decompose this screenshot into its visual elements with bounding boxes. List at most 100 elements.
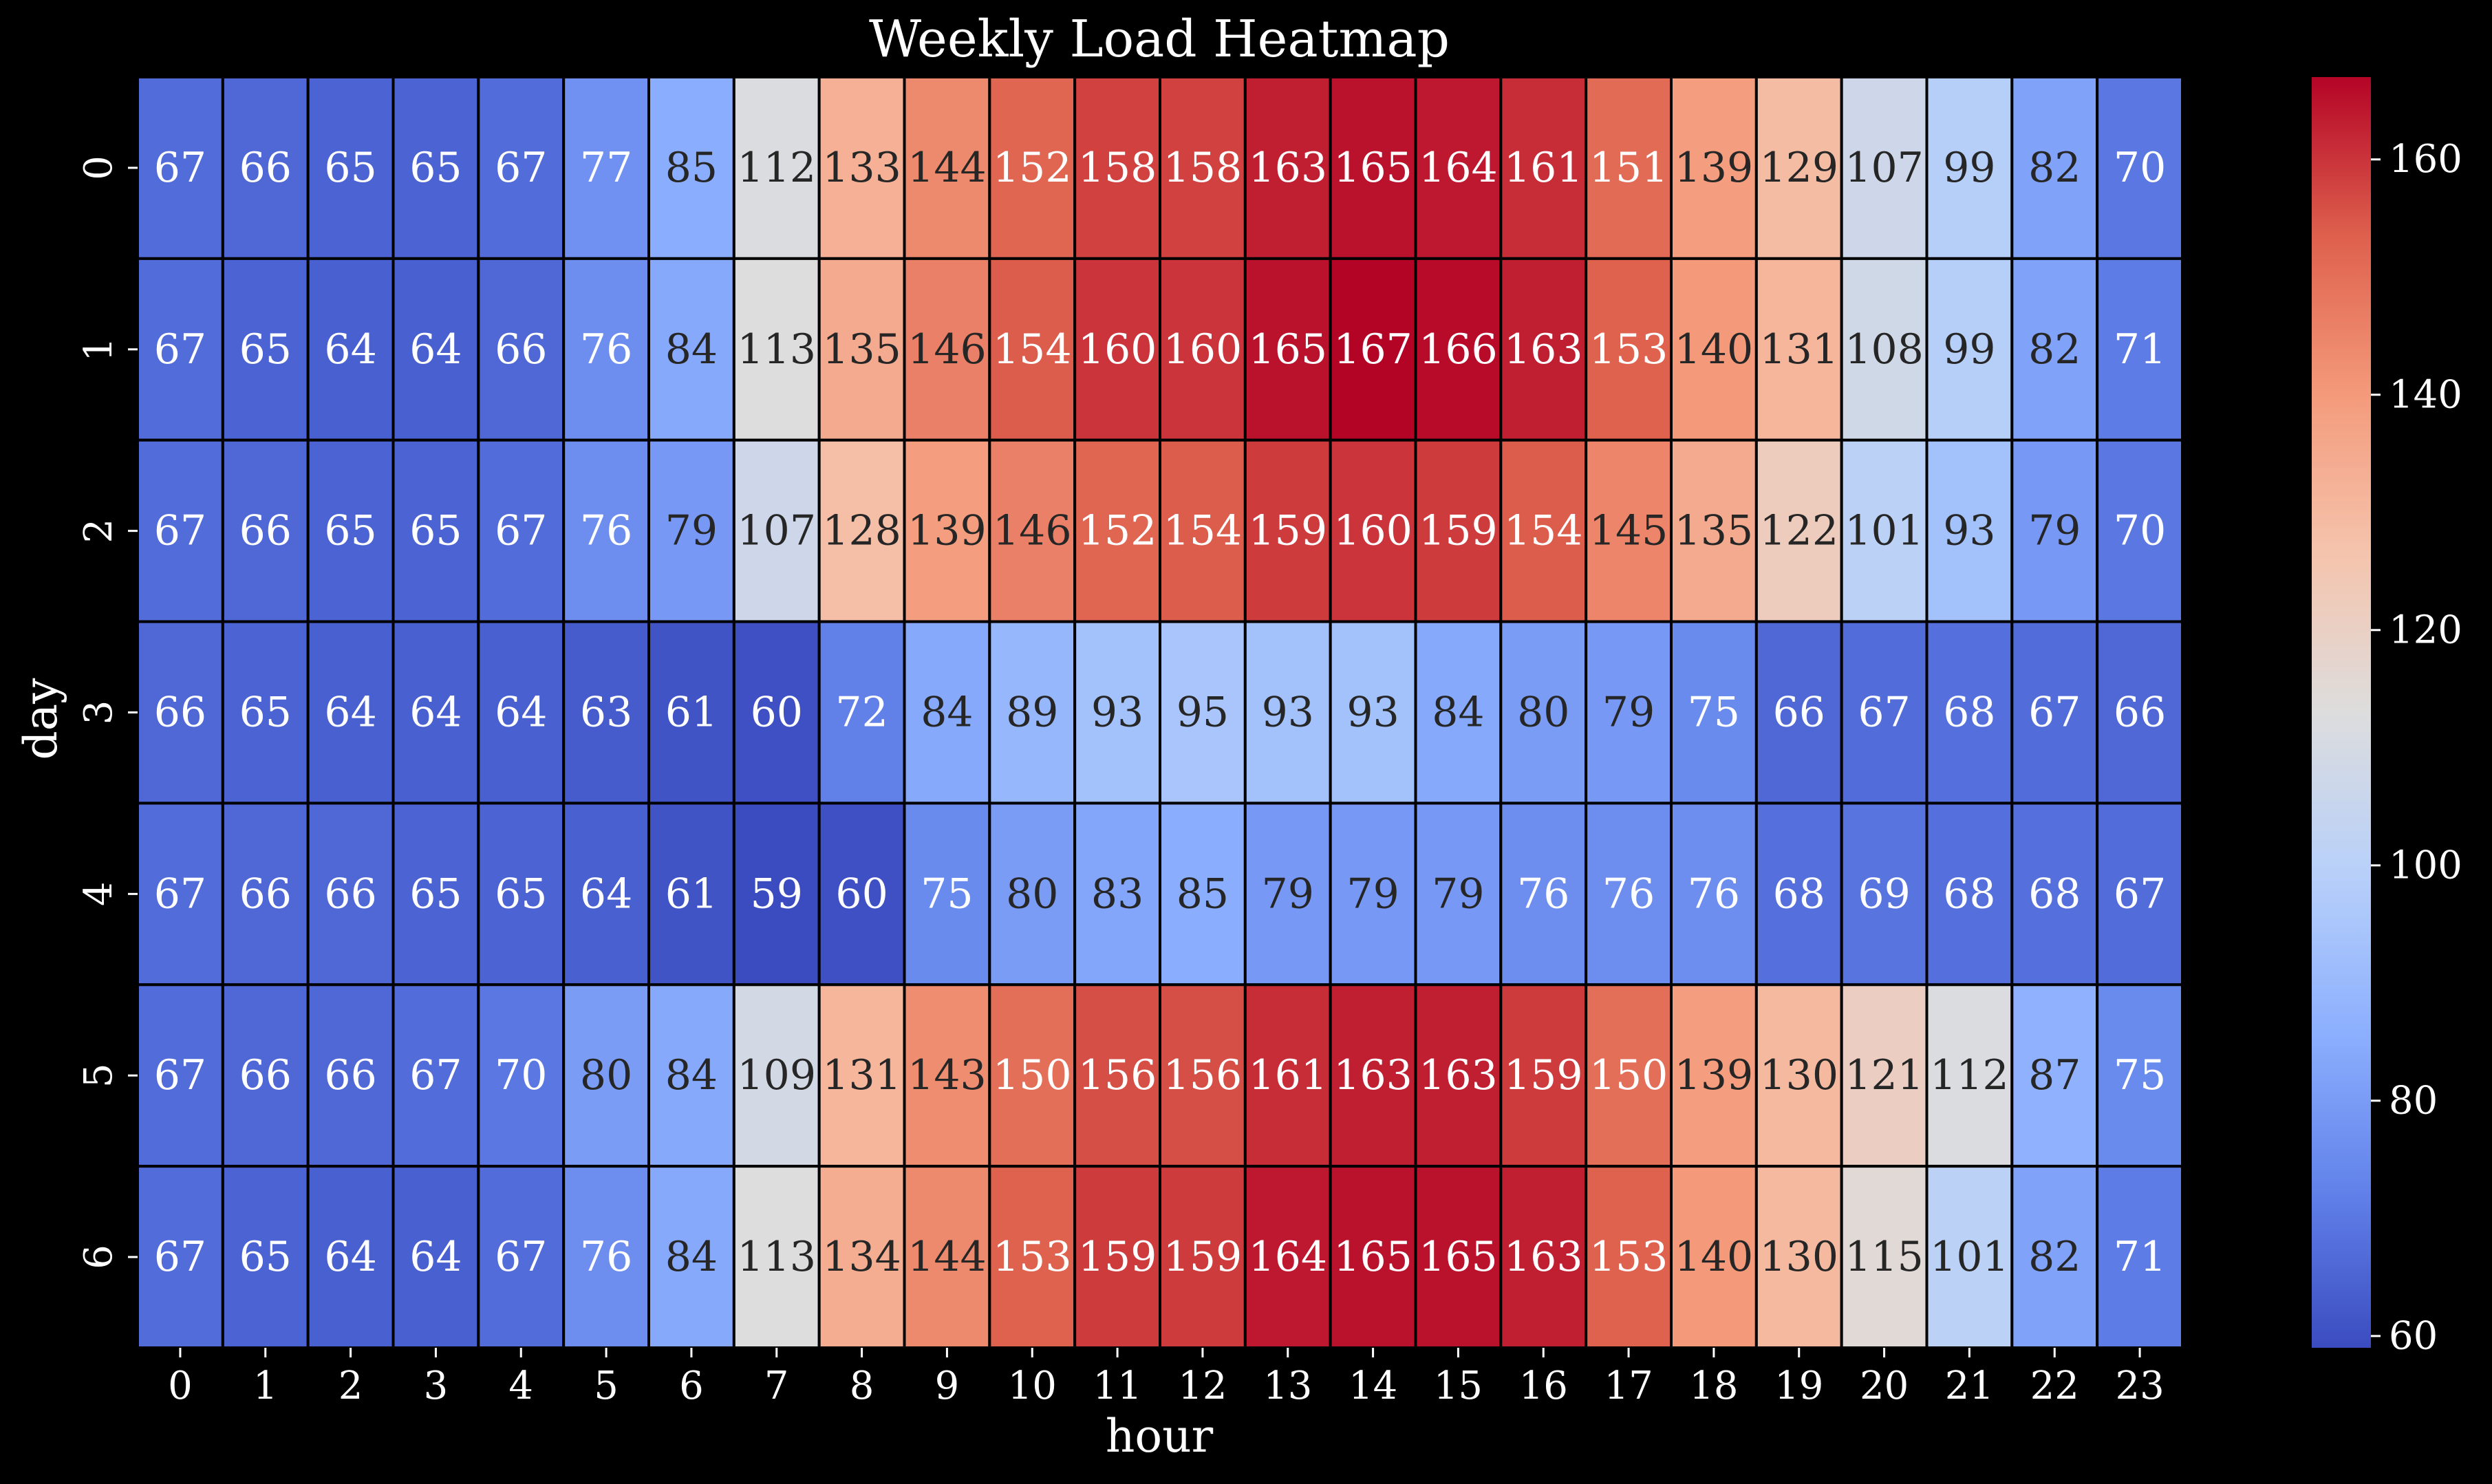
- heatmap-cell: [903, 620, 991, 805]
- cell-value-label: 113: [737, 325, 816, 374]
- heatmap-cell: [1585, 620, 1673, 805]
- cell-value-label: 64: [324, 1233, 376, 1281]
- cell-value-label: 67: [154, 1051, 206, 1099]
- cell-value-label: 163: [1419, 1051, 1498, 1099]
- colorbar-tick-label: 60: [2389, 1313, 2438, 1358]
- cell-value-label: 79: [1346, 870, 1399, 918]
- cell-value-label: 70: [495, 1051, 547, 1099]
- heatmap-cell: [1840, 620, 1929, 805]
- x-tick-label: 14: [1349, 1364, 1397, 1408]
- heatmap-cell: [306, 438, 395, 623]
- heatmap-cell: [1585, 76, 1673, 260]
- x-axis-ticks: 0 1 2 3 4 5 6 7 8 9 10 11 12 13 14 15 16 17 18 19 20 21 22 23: [168, 1348, 2165, 1408]
- cell-value-label: 66: [239, 507, 292, 555]
- heatmap-cell: [647, 257, 735, 442]
- heatmap-cell: [647, 620, 735, 805]
- heatmap-cell: [1499, 438, 1588, 623]
- cell-value-label: 107: [1845, 144, 1924, 192]
- cell-value-label: 163: [1333, 1051, 1413, 1099]
- heatmap-cell: [477, 983, 566, 1168]
- heatmap-cell: [2096, 983, 2184, 1168]
- heatmap-cell: [817, 620, 906, 805]
- heatmap-cell: [477, 1165, 566, 1349]
- cell-value-label: 158: [1078, 144, 1157, 192]
- y-tick-label: 4: [76, 882, 121, 907]
- heatmap-cell: [306, 983, 395, 1168]
- heatmap-cell: [647, 438, 735, 623]
- cell-value-label: 67: [1858, 689, 1910, 737]
- cell-value-label: 61: [665, 870, 718, 918]
- cell-value-label: 165: [1333, 1233, 1413, 1281]
- cell-value-label: 64: [409, 1233, 462, 1281]
- colorbar: [2312, 77, 2371, 1348]
- x-tick-label: 18: [1689, 1364, 1738, 1408]
- heatmap-cell: [221, 802, 310, 987]
- cell-value-label: 64: [324, 689, 376, 737]
- cell-value-label: 64: [324, 325, 376, 374]
- cell-value-label: 109: [737, 1051, 816, 1099]
- x-tick-label: 16: [1519, 1364, 1568, 1408]
- cell-value-label: 107: [737, 507, 816, 555]
- heatmap-cell: [1925, 76, 2014, 260]
- cell-value-label: 153: [993, 1233, 1072, 1281]
- cell-value-label: 143: [907, 1051, 987, 1099]
- chart-title: Weekly Load Heatmap: [869, 10, 1450, 69]
- heatmap-cell: [647, 1165, 735, 1349]
- colorbar-tick-label: 100: [2389, 843, 2462, 888]
- heatmap-cell: [1925, 1165, 2014, 1349]
- heatmap-cell: [2010, 257, 2099, 442]
- heatmap-cell: [391, 802, 480, 987]
- cell-value-label: 130: [1759, 1233, 1838, 1281]
- cell-value-label: 80: [1006, 870, 1058, 918]
- x-tick-label: 13: [1263, 1364, 1312, 1408]
- heatmap-cell: [1329, 802, 1417, 987]
- heatmap-cell: [2096, 438, 2184, 623]
- cell-value-label: 67: [409, 1051, 462, 1099]
- heatmap-cell: [1499, 802, 1588, 987]
- cell-value-label: 67: [154, 507, 206, 555]
- heatmap-cell: [562, 983, 651, 1168]
- cell-value-label: 65: [239, 325, 292, 374]
- heatmap-cell: [1840, 257, 1929, 442]
- x-tick-label: 8: [850, 1364, 874, 1408]
- heatmap-cell: [2096, 257, 2184, 442]
- heatmap-cell: [1159, 76, 1247, 260]
- heatmap-cell: [221, 1165, 310, 1349]
- heatmap-cell: [988, 802, 1077, 987]
- cell-value-label: 135: [822, 325, 901, 374]
- cell-value-label: 146: [993, 507, 1072, 555]
- cell-value-label: 70: [2114, 144, 2166, 192]
- heatmap-cell: [732, 438, 821, 623]
- heatmap-cell: [136, 257, 224, 442]
- heatmap-cell: [903, 438, 991, 623]
- cell-value-label: 134: [822, 1233, 901, 1281]
- heatmap-cell: [1329, 438, 1417, 623]
- x-tick-label: 6: [679, 1364, 704, 1408]
- cell-value-label: 87: [2028, 1051, 2081, 1099]
- heatmap-cell: [2096, 1165, 2184, 1349]
- cell-value-label: 153: [1589, 325, 1668, 374]
- cell-value-label: 79: [665, 507, 718, 555]
- cell-value-label: 72: [835, 689, 888, 737]
- cell-value-label: 59: [751, 870, 803, 918]
- heatmap-cell: [1329, 76, 1417, 260]
- cell-value-label: 75: [921, 870, 973, 918]
- cell-value-label: 150: [993, 1051, 1072, 1099]
- heatmap-cell: [1159, 983, 1247, 1168]
- cell-value-label: 152: [993, 144, 1072, 192]
- cell-value-label: 84: [1432, 689, 1484, 737]
- heatmap-cell: [1840, 76, 1929, 260]
- heatmap-cell: [1414, 983, 1503, 1168]
- heatmap-cell: [2096, 76, 2184, 260]
- cell-value-label: 77: [580, 144, 632, 192]
- cell-value-label: 65: [239, 689, 292, 737]
- cell-value-label: 101: [1845, 507, 1924, 555]
- cell-value-label: 140: [1675, 1233, 1754, 1281]
- heatmap-cell: [1925, 983, 2014, 1168]
- cell-value-label: 64: [495, 689, 547, 737]
- cell-value-label: 67: [495, 144, 547, 192]
- cell-value-label: 139: [1675, 1051, 1754, 1099]
- cell-value-label: 156: [1078, 1051, 1157, 1099]
- heatmap-cell: [1159, 802, 1247, 987]
- x-tick-label: 22: [2030, 1364, 2079, 1408]
